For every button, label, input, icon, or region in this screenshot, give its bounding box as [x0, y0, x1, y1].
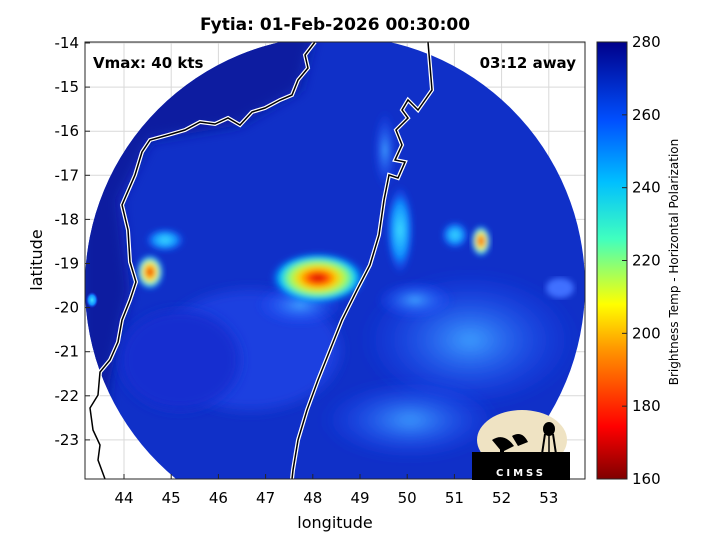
x-tick-label: 53: [539, 489, 558, 507]
x-tick-label: 50: [398, 489, 417, 507]
y-tick-label: -23: [55, 431, 80, 449]
y-tick-label: -18: [55, 210, 80, 228]
colorbar-tick-label: 260: [632, 106, 661, 124]
y-tick-label: -14: [55, 34, 80, 52]
y-tick-label: -21: [55, 343, 80, 361]
satellite-swath-image: [85, 42, 585, 479]
vmax-label: Vmax: 40 kts: [93, 54, 203, 72]
y-tick-label: -19: [55, 255, 80, 273]
x-tick-label: 49: [350, 489, 369, 507]
cimss-logo-icon: CIMSS: [472, 410, 570, 480]
time-away-label: 03:12 away: [480, 54, 577, 72]
x-tick-label: 48: [303, 489, 322, 507]
colorbar-tick-label: 280: [632, 33, 661, 51]
colorbar-tick-labels: 280 260 240 220 200 180 160: [622, 33, 661, 488]
logo-text: CIMSS: [496, 468, 546, 479]
figure-title: Fytia: 01-Feb-2026 00:30:00: [200, 15, 470, 35]
axes-frame: [84, 41, 586, 480]
colorbar-tick-label: 220: [632, 252, 661, 270]
y-tick-label: -15: [55, 78, 80, 96]
x-axis-label: longitude: [297, 513, 372, 532]
y-axis-label: latitude: [27, 229, 46, 290]
x-tick-label: 47: [256, 489, 275, 507]
colorbar-tick-label: 180: [632, 397, 661, 415]
y-tick-label: -22: [55, 387, 80, 405]
colorbar-label: Brightness Temp - Horizontal Polarizatio…: [667, 139, 681, 386]
colorbar-tick-label: 160: [632, 470, 661, 488]
colorbar-tick-label: 200: [632, 324, 661, 342]
x-tick-labels: 44 45 46 47 48 49 50 51 52 53: [114, 474, 558, 507]
x-tick-label: 44: [114, 489, 133, 507]
y-tick-label: -16: [55, 122, 80, 140]
colorbar-tick-label: 240: [632, 179, 661, 197]
x-tick-label: 46: [209, 489, 228, 507]
y-tick-label: -17: [55, 166, 80, 184]
x-tick-label: 52: [492, 489, 511, 507]
x-tick-label: 45: [162, 489, 181, 507]
x-tick-label: 51: [445, 489, 464, 507]
y-tick-label: -20: [55, 299, 80, 317]
y-tick-labels: -14 -15 -16 -17 -18 -19 -20 -21 -22 -23: [55, 34, 90, 449]
